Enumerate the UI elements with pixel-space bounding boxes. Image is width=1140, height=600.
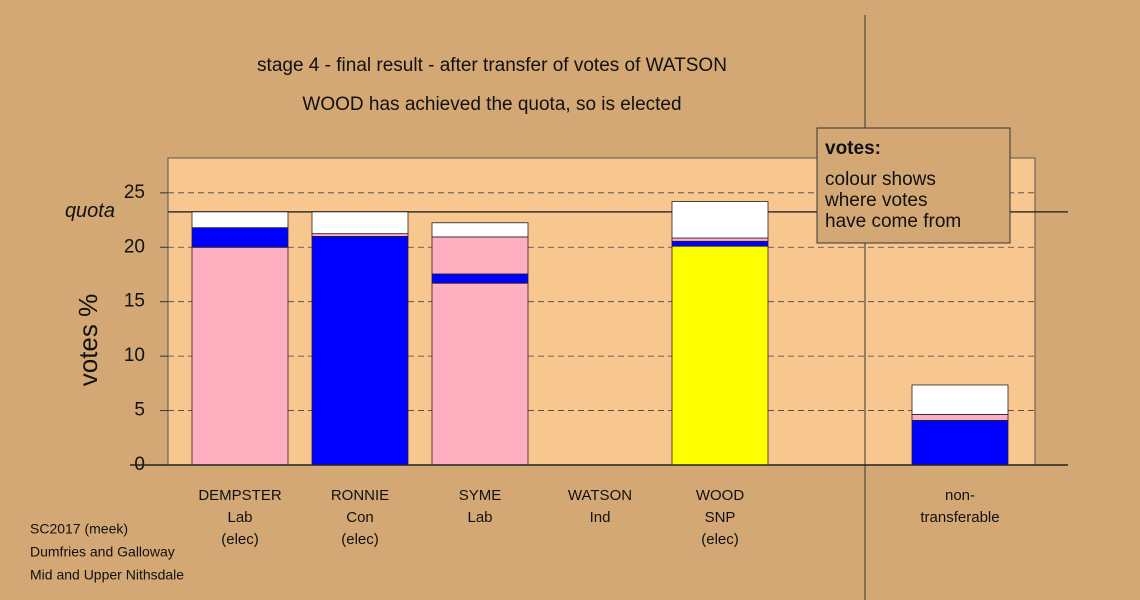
y-tick-label: 5 [134,400,145,421]
bar-segment [671,201,769,239]
y-tick-label: 15 [124,291,145,312]
note-line: colour shows [825,169,936,190]
bar-segment [911,384,1009,415]
y-axis-label: votes % [73,294,103,387]
x-tick-label: (elec) [701,531,739,548]
bar-segment [911,413,1009,421]
y-tick-label: 20 [124,236,145,257]
x-tick-label: (elec) [341,531,379,548]
footer-line: Mid and Upper Nithsdale [30,567,184,583]
x-tick-label: Con [346,509,374,526]
bar-segment [311,235,409,466]
x-tick-label: SYME [459,487,502,504]
bar-segment [671,245,769,466]
x-tick-label: RONNIE [331,487,389,504]
bar-segment [431,273,529,284]
plot: 0510152025quotaDEMPSTERLab(elec)RONNIECo… [65,182,1068,548]
bar-segment [191,246,289,466]
note-line: where votes [824,190,927,211]
footer-line: SC2017 (meek) [30,521,128,537]
bar-segment [191,227,289,248]
x-tick-label: Lab [227,509,252,526]
quota-label: quota [65,200,115,222]
bar-segment [671,237,769,242]
bar-segment [311,211,409,235]
footer-line: Dumfries and Galloway [30,544,175,560]
y-tick-label: 10 [124,345,145,366]
chart-subtitle: WOOD has achieved the quota, so is elect… [302,94,681,115]
note-title: votes: [825,138,881,159]
x-tick-label: DEMPSTER [198,487,282,504]
note-line: have come from [825,211,961,232]
x-tick-label: WOOD [696,487,744,504]
x-tick-label: SNP [705,509,736,526]
x-tick-label: Lab [467,509,492,526]
bar-segment [671,240,769,247]
chart-title: stage 4 - final result - after transfer … [257,55,727,76]
note-box [816,127,1011,244]
bar-segment [431,222,529,238]
x-tick-label: (elec) [221,531,259,548]
x-tick-label: transferable [920,509,999,526]
bar-segment [431,282,529,466]
x-tick-label: Ind [590,509,611,526]
bar-segment [191,211,289,229]
x-tick-label: WATSON [568,487,632,504]
bar-segment [311,233,409,237]
bar-segment [431,236,529,275]
x-tick-label: non- [945,487,975,504]
y-tick-label: 25 [124,182,145,203]
bar-segment [911,419,1009,466]
